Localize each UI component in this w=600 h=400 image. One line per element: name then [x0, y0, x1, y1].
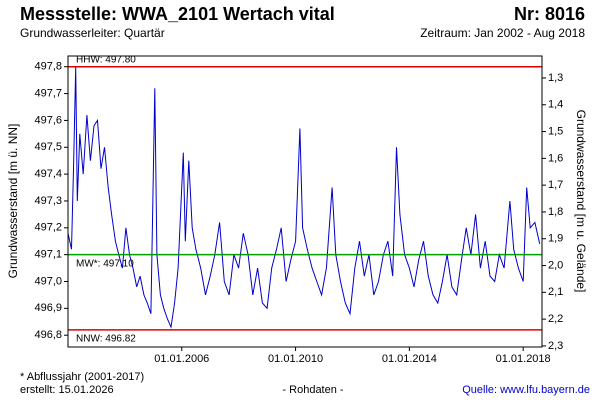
y2-tick-label: 1,5	[548, 125, 563, 137]
plot-frame	[67, 55, 543, 348]
reference-label: HHW: 497.80	[76, 54, 136, 65]
y-tick-label: 496,9	[34, 302, 62, 314]
y2-tick-label: 1,9	[548, 233, 563, 245]
y-tick-label: 497,0	[34, 275, 62, 287]
y-tick-label: 497,1	[34, 249, 62, 261]
x-tick-label: 01.01.2014	[382, 353, 437, 365]
x-tick-label: 01.01.2018	[496, 353, 551, 365]
chart-title: Messstelle: WWA_2101 Wertach vital	[20, 4, 335, 24]
footnote: * Abflussjahr (2001-2017)	[20, 371, 144, 383]
y2-axis-label: Grundwasserstand [m u. Gelände]	[574, 110, 588, 293]
x-tick-label: 01.01.2006	[154, 353, 209, 365]
y-tick-label: 497,3	[34, 195, 62, 207]
x-tick-label: 01.01.2010	[268, 353, 323, 365]
y-tick-label: 497,4	[34, 168, 62, 180]
source: Quelle: www.lfu.bayern.de	[462, 384, 590, 396]
y2-tick-label: 1,7	[548, 179, 563, 191]
y2-tick-label: 2,1	[548, 286, 563, 298]
y-tick-label: 497,5	[34, 141, 62, 153]
data-kind: - Rohdaten -	[282, 384, 343, 396]
y2-tick-label: 1,6	[548, 152, 563, 164]
y-tick-label: 496,8	[34, 329, 62, 341]
reference-label: MW*: 497.10	[76, 258, 134, 269]
y-tick-label: 497,8	[34, 61, 62, 73]
reference-label: NNW: 496.82	[76, 333, 136, 344]
subtitle: Grundwasserleiter: Quartär	[20, 26, 165, 40]
y2-tick-label: 1,8	[548, 206, 563, 218]
y2-tick-label: 2,3	[548, 340, 563, 352]
y-tick-label: 497,6	[34, 114, 62, 126]
water-level-line	[67, 66, 541, 329]
y-axis-label: Grundwasserstand [m ü. NN]	[6, 124, 20, 279]
y2-tick-label: 1,3	[548, 72, 563, 84]
y2-tick-label: 2,2	[548, 313, 563, 325]
station-number: Nr: 8016	[514, 4, 585, 24]
created-date: erstellt: 15.01.2026	[20, 384, 114, 396]
y2-tick-label: 1,4	[548, 99, 563, 111]
y2-tick-label: 2,0	[548, 259, 563, 271]
period: Zeitraum: Jan 2002 - Aug 2018	[420, 26, 585, 40]
y-tick-label: 497,2	[34, 222, 62, 234]
y-tick-label: 497,7	[34, 87, 62, 99]
